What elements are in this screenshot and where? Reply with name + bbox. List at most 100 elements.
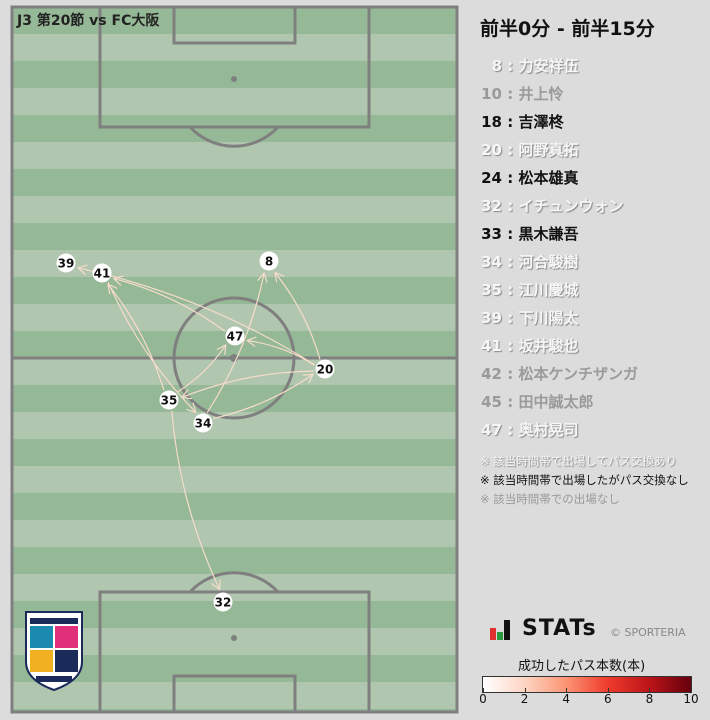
player-node xyxy=(92,263,112,283)
player-number: 32 xyxy=(481,197,502,215)
bottom-penalty-spot xyxy=(231,635,237,641)
colorbar-label: 成功したパス本数(本) xyxy=(518,659,646,674)
player-name: 力安祥伍 xyxy=(518,57,579,75)
pitch-stripe xyxy=(12,628,457,655)
pitch-stripe xyxy=(12,196,457,223)
center-circle xyxy=(172,296,296,420)
player-number: 41 xyxy=(481,337,502,355)
colorbar-tick-label: 8 xyxy=(645,692,654,706)
top-goal-box xyxy=(172,5,297,45)
colorbar xyxy=(482,676,692,693)
player-item: 34 : 河合駿樹 xyxy=(478,248,638,276)
player-item: 20 : 阿野真拓 xyxy=(478,136,638,164)
player-item: 41 : 坂井駿也 xyxy=(478,332,638,360)
player-node-label: 41 xyxy=(94,267,111,281)
pitch-stripe xyxy=(12,385,457,412)
pitch-stripe xyxy=(12,88,457,115)
player-number: 24 xyxy=(481,169,502,187)
team-crest xyxy=(25,611,83,692)
bar-chart-icon xyxy=(490,620,510,640)
player-name: 吉澤柊 xyxy=(518,113,564,131)
colorbar-tick-mark xyxy=(483,688,484,692)
player-node xyxy=(225,326,245,346)
pitch-stripe xyxy=(12,61,457,88)
player-node xyxy=(315,359,335,379)
top-penalty-arc xyxy=(188,125,280,148)
player-item: 33 : 黒木謙吾 xyxy=(478,220,638,248)
player-item: 35 : 江川慶城 xyxy=(478,276,638,304)
player-item: 8 : 力安祥伍 xyxy=(478,52,638,80)
pitch-stripe xyxy=(12,412,457,439)
pitch-stripe xyxy=(12,547,457,574)
stats-logo: STATs xyxy=(490,618,597,640)
player-number: 39 xyxy=(481,309,502,327)
player-item: 42 : 松本ケンチザンガ xyxy=(478,360,638,388)
player-number: 47 xyxy=(481,421,502,439)
note-absent: ※ 該当時間帯での出場なし xyxy=(480,492,620,506)
colorbar-tick-label: 2 xyxy=(520,692,529,706)
legend-notes: ※ 該当時間帯で出場してパス交換あり ※ 該当時間帯で出場したがパス交換なし ※… xyxy=(480,452,689,509)
player-number: 34 xyxy=(481,253,502,271)
player-number: 45 xyxy=(481,393,502,411)
player-node-label: 34 xyxy=(195,417,212,431)
player-node xyxy=(259,251,279,271)
player-node-label: 47 xyxy=(227,330,244,344)
colorbar-tick-mark xyxy=(524,688,526,692)
pitch-stripe xyxy=(12,682,457,709)
player-item: 47 : 奥村晃司 xyxy=(478,416,638,444)
colorbar-tick-mark xyxy=(649,688,651,692)
bottom-penalty-arc xyxy=(188,571,280,594)
player-number: 8 xyxy=(491,57,502,75)
pitch-stripe xyxy=(12,439,457,466)
pitch: 8 20 32 34 35 39 41 47 xyxy=(10,5,459,714)
stats-brand: STATs xyxy=(522,616,597,641)
player-number: 42 xyxy=(481,365,502,383)
colorbar-tick-mark xyxy=(607,688,609,692)
player-item: 45 : 田中誠太郎 xyxy=(478,388,638,416)
player-number: 33 xyxy=(481,225,502,243)
colorbar-tick-label: 10 xyxy=(683,692,699,706)
player-item: 18 : 吉澤柊 xyxy=(478,108,638,136)
pass-arrow xyxy=(176,345,226,393)
colorbar-tick-mark xyxy=(566,688,568,692)
player-name: 田中誠太郎 xyxy=(518,393,594,411)
pitch-stripe xyxy=(12,304,457,331)
pass-arrow xyxy=(107,281,196,412)
player-item: 39 : 下川陽太 xyxy=(478,304,638,332)
player-name: 奥村晃司 xyxy=(518,421,579,439)
player-node-label: 8 xyxy=(265,255,273,269)
player-number: 20 xyxy=(481,141,502,159)
player-node-label: 32 xyxy=(215,596,232,610)
player-name: 黒木謙吾 xyxy=(518,225,579,243)
pass-arrow xyxy=(212,374,313,420)
copyright: © SPORTERIA xyxy=(610,626,686,639)
pitch-stripe xyxy=(12,7,457,34)
bottom-goal-box xyxy=(172,674,297,714)
pass-arrow xyxy=(247,340,315,366)
player-name: 阿野真拓 xyxy=(518,141,579,159)
player-item: 24 : 松本雄真 xyxy=(478,164,638,192)
pitch-stripe xyxy=(12,223,457,250)
pitch-stripe xyxy=(12,34,457,61)
colorbar-tick-label: 0 xyxy=(479,692,487,706)
colorbar-tick-label: 4 xyxy=(562,692,571,706)
player-name: 松本ケンチザンガ xyxy=(518,365,639,383)
player-node xyxy=(213,592,233,612)
player-item: 10 : 井上怜 xyxy=(478,80,638,108)
player-name: 井上怜 xyxy=(518,85,564,103)
pass-arrow xyxy=(182,370,315,397)
pass-arrow xyxy=(171,410,220,590)
pitch-stripe xyxy=(12,250,457,277)
pitch-stripe xyxy=(12,466,457,493)
pass-arrow xyxy=(108,284,165,391)
player-node-label: 35 xyxy=(161,394,178,408)
pitch-stripe xyxy=(12,601,457,628)
top-penalty-spot xyxy=(231,76,237,82)
player-name: 松本雄真 xyxy=(518,169,579,187)
colorbar-tick-label: 6 xyxy=(603,692,612,706)
player-item: 32 : イチュンウォン xyxy=(478,192,638,220)
pitch-stripe xyxy=(12,520,457,547)
player-number: 35 xyxy=(481,281,502,299)
player-name: 坂井駿也 xyxy=(518,337,579,355)
player-number: 18 xyxy=(481,113,502,131)
